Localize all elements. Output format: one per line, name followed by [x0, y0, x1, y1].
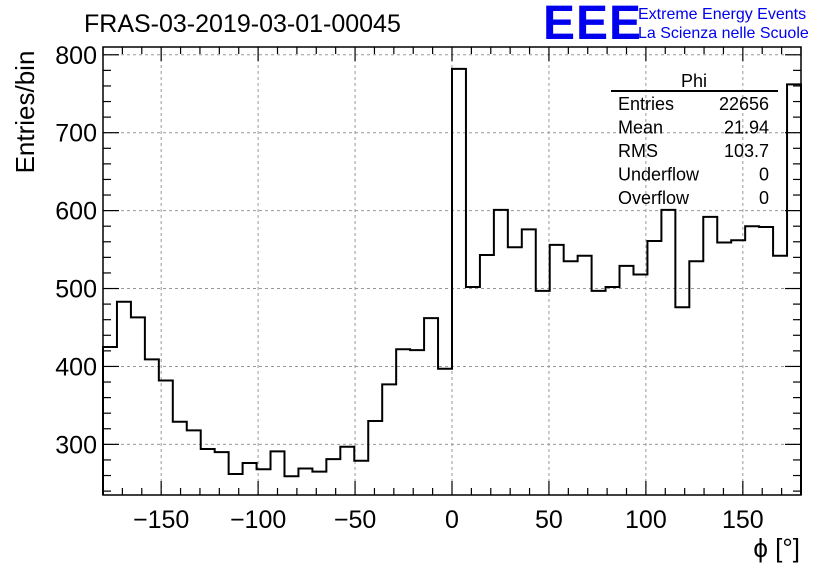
- x-tick-label: 150: [722, 506, 764, 534]
- y-axis-label: Entries/bin: [10, 51, 40, 174]
- y-tick-label: 500: [55, 276, 97, 304]
- eee-logo: EEE: [543, 0, 643, 50]
- stats-box: Phi Entries 22656 Mean 21.94 RMS 103.7 Underfl…: [611, 71, 778, 208]
- histogram-line: [102, 67, 802, 495]
- tick-labels: −150 −100 −50 0 50 100 150 300 400 500 600 700 800: [55, 42, 763, 534]
- x-tick-label: −100: [230, 506, 286, 534]
- stats-row-value: 22656: [719, 94, 769, 114]
- stats-row-value: 0: [759, 188, 769, 208]
- stats-row-label: RMS: [618, 141, 658, 161]
- y-tick-label: 700: [55, 120, 97, 148]
- logo-caption-line2: La Scienza nelle Scuole: [638, 25, 809, 42]
- chart-title: FRAS-03-2019-03-01-00045: [84, 10, 401, 38]
- stats-row-value: 21.94: [724, 118, 769, 138]
- x-axis-label: ϕ [°]: [753, 533, 800, 563]
- axis-ticks: [102, 47, 802, 495]
- stats-title: Phi: [681, 71, 707, 91]
- y-tick-label: 300: [55, 431, 97, 459]
- x-tick-label: 50: [535, 506, 563, 534]
- stats-row-value: 0: [759, 165, 769, 185]
- logo-caption: Extreme Energy Events La Scienza nelle S…: [638, 5, 809, 43]
- x-tick-label: −150: [133, 506, 189, 534]
- x-tick-label: −50: [334, 506, 376, 534]
- stats-row-value: 103.7: [724, 141, 769, 161]
- x-tick-label: 0: [445, 506, 459, 534]
- y-tick-label: 800: [55, 42, 97, 70]
- stats-row-label: Underflow: [618, 165, 700, 185]
- stats-row-label: Mean: [618, 118, 663, 138]
- logo-caption-line1: Extreme Energy Events: [638, 6, 807, 23]
- x-tick-label: 100: [625, 506, 667, 534]
- stats-row-label: Overflow: [618, 188, 690, 208]
- y-tick-label: 600: [55, 198, 97, 226]
- y-tick-label: 400: [55, 353, 97, 381]
- stats-row-label: Entries: [618, 94, 674, 114]
